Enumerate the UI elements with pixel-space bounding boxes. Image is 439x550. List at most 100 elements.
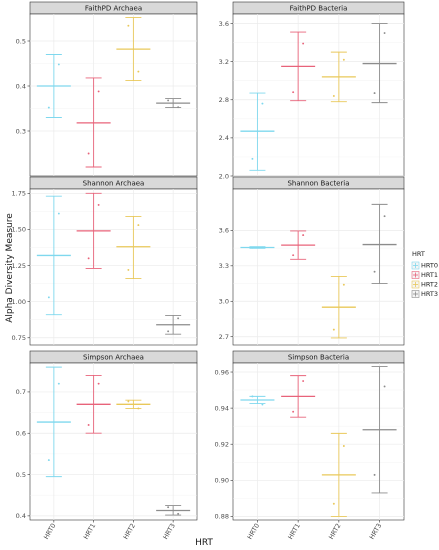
legend-item-hrt1: HRT1: [411, 271, 438, 279]
data-point: [373, 92, 376, 95]
data-point: [332, 95, 335, 97]
y-tick-label: 1.75: [12, 190, 26, 198]
legend-item-hrt2: HRT2: [411, 281, 438, 289]
y-tick-label: 0.96: [215, 368, 229, 376]
data-point: [373, 473, 376, 476]
y-tick-label: 2.8: [219, 96, 229, 104]
series-hrt1: [76, 77, 111, 168]
data-point: [251, 157, 254, 160]
x-tick-label: HRT2: [122, 522, 137, 541]
data-point: [342, 58, 345, 61]
y-tick-label: 1.25: [12, 262, 26, 270]
facet-title: Simpson Archaea: [83, 354, 144, 362]
data-point: [373, 270, 376, 273]
data-point: [302, 234, 305, 237]
data-point: [47, 296, 50, 299]
data-point: [87, 424, 90, 426]
data-point: [261, 102, 264, 105]
y-tick-label: 3.3: [219, 262, 229, 270]
data-point: [137, 224, 140, 227]
data-point: [137, 407, 140, 410]
series-hrt2: [116, 17, 151, 82]
data-point: [87, 257, 90, 260]
series-hrt2: [321, 276, 356, 339]
legend-label: HRT0: [421, 262, 438, 270]
y-tick-label: 0.5: [16, 471, 26, 479]
series-hrt1: [281, 31, 316, 102]
panel-simpson-archaea: Simpson Archaea 0.4 0.5 0.6 0.7 HRT0 HRT1 HRT2 H…: [16, 350, 198, 541]
x-tick-label: HRT1: [286, 522, 301, 541]
x-tick-label: HRT3: [161, 522, 176, 541]
legend-label: HRT1: [421, 271, 438, 279]
data-point: [383, 385, 386, 388]
data-point: [302, 380, 305, 382]
legend-item-hrt3: HRT3: [411, 290, 438, 298]
data-point: [292, 410, 295, 413]
facet-title: Shannon Archaea: [83, 180, 145, 188]
data-point: [332, 502, 335, 505]
legend-label: HRT3: [421, 290, 438, 298]
y-tick-label: 0.88: [215, 513, 229, 521]
data-point: [97, 203, 100, 206]
series-hrt0: [240, 92, 275, 171]
y-tick-label: 3.6: [219, 20, 229, 28]
panel-background: [232, 13, 405, 177]
data-point: [251, 246, 254, 249]
legend-item-hrt0: HRT0: [411, 262, 438, 270]
legend-title: HRT: [412, 250, 425, 258]
x-tick-label: HRT0: [246, 522, 261, 541]
x-tick-label: HRT3: [368, 522, 383, 541]
facet-panels: FaithPD Archaea 0.3 0.4 0.5 FaithPD Bacteria…: [12, 1, 405, 541]
facet-title: FaithPD Archaea: [85, 5, 142, 13]
y-tick-label: 0.3: [16, 127, 26, 135]
y-tick-label: 2.0: [219, 172, 229, 180]
y-tick-label: 0.94: [215, 404, 229, 412]
data-point: [261, 246, 264, 249]
data-point: [97, 90, 100, 93]
panel-background: [232, 362, 405, 521]
panel-faithpd-archaea: FaithPD Archaea 0.3 0.4 0.5: [16, 1, 198, 177]
data-point: [167, 99, 170, 102]
data-point: [57, 382, 60, 385]
series-hrt0: [36, 195, 71, 316]
series-hrt1: [281, 230, 316, 260]
series-hrt0: [240, 395, 275, 406]
panel-shannon-archaea: Shannon Archaea 0.75 1.00 1.25 1.50 1.75: [12, 176, 198, 346]
y-tick-label: 3.2: [219, 58, 229, 66]
y-tick-label: 0.5: [16, 37, 26, 45]
data-point: [47, 106, 50, 109]
data-point: [177, 317, 180, 320]
series-hrt3: [156, 314, 191, 335]
data-point: [251, 395, 254, 398]
panel-background: [29, 188, 198, 346]
facet-title: Shannon Bacteria: [287, 180, 349, 188]
x-axis-title: HRT: [195, 538, 213, 548]
data-point: [332, 328, 335, 331]
data-point: [177, 106, 180, 109]
data-point: [302, 42, 305, 45]
data-point: [383, 32, 386, 35]
data-point: [292, 254, 295, 257]
y-tick-label: 3.0: [219, 298, 229, 306]
data-point: [57, 63, 60, 66]
series-hrt1: [76, 374, 111, 434]
data-point: [87, 152, 90, 155]
series-hrt3: [156, 505, 191, 516]
y-tick-label: 2.7: [219, 333, 229, 341]
series-hrt2: [321, 51, 356, 103]
series-hrt1: [281, 375, 316, 418]
y-axis-title: Alpha Diversity Measure: [5, 213, 15, 323]
series-hrt1: [76, 192, 111, 269]
data-point: [127, 268, 130, 271]
panel-background: [29, 13, 198, 177]
panel-background: [232, 188, 405, 346]
series-hrt3: [362, 23, 397, 104]
x-tick-label: HRT1: [82, 522, 97, 541]
y-tick-label: 2.4: [219, 134, 229, 142]
legend-label: HRT2: [421, 281, 438, 289]
series-hrt3: [156, 98, 191, 109]
y-tick-label: 0.6: [16, 430, 26, 438]
data-point: [342, 283, 345, 286]
